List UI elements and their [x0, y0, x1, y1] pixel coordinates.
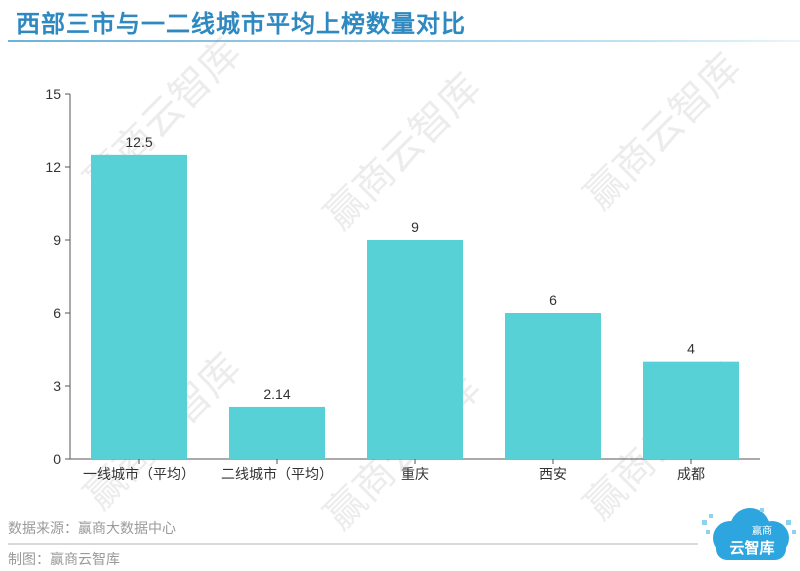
bar-value-label: 9: [411, 219, 419, 235]
y-tick-label: 3: [53, 378, 61, 394]
y-tick-label: 9: [53, 232, 61, 248]
footer-divider: [8, 543, 698, 545]
bar: [229, 406, 325, 459]
bar: [91, 154, 187, 460]
x-category-label: 一线城市（平均）: [83, 466, 195, 483]
title-divider: [8, 40, 800, 42]
x-category-label: 二线城市（平均）: [221, 466, 333, 483]
x-category-label: 重庆: [401, 467, 429, 483]
y-tick-label: 15: [45, 86, 61, 102]
chart-title: 西部三市与一二线城市平均上榜数量对比: [16, 11, 466, 38]
x-category-label: 西安: [539, 467, 567, 483]
logo-cloud-icon: [713, 508, 789, 560]
bar-value-label: 12.5: [125, 134, 152, 150]
bar: [643, 361, 739, 459]
logo-top-text: 赢商: [752, 524, 772, 537]
bar: [367, 240, 463, 459]
data-source-note: 数据来源：赢商大数据中心: [8, 520, 176, 536]
y-tick-label: 12: [45, 159, 61, 175]
x-category-label: 成都: [677, 467, 705, 483]
y-tick-label: 6: [53, 305, 61, 321]
bar-value-label: 4: [687, 341, 695, 357]
bar-value-label: 2.14: [263, 386, 290, 402]
logo-main-text: 云智库: [729, 539, 774, 557]
made-by-note: 制图：赢商云智库: [8, 551, 120, 567]
bar: [505, 313, 601, 459]
y-tick-label: 0: [53, 451, 61, 467]
bar-value-label: 6: [549, 292, 557, 308]
yingshang-cloud-logo: 赢商 云智库: [702, 508, 796, 560]
